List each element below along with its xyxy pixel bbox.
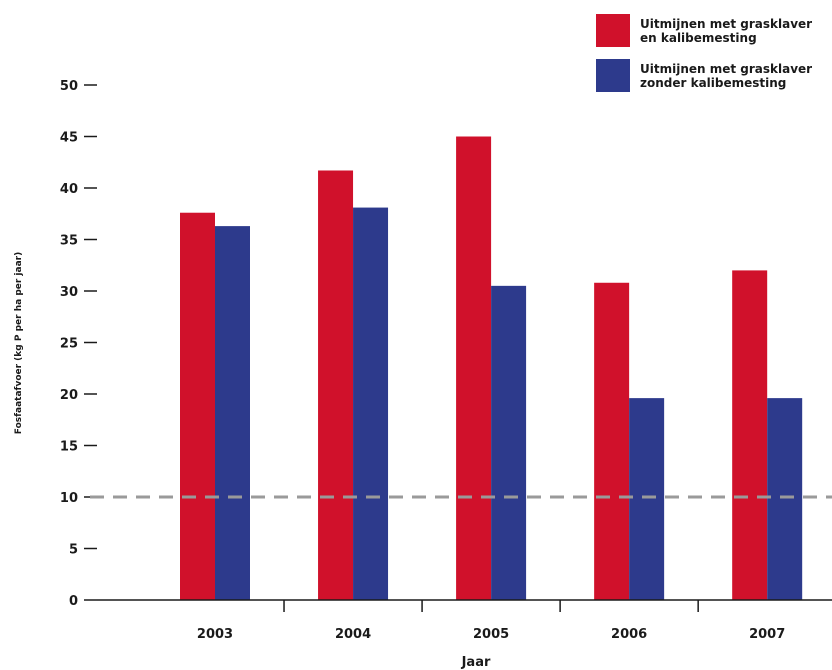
y-axis-title: Fosfaatafvoer (kg P per ha per jaar) [14,252,24,434]
bar-2006-series-1 [594,282,630,600]
y-tick-label: 0 [69,594,78,609]
legend-label: Uitmijnen met grasklaver en kalibemestin… [640,17,813,45]
legend-swatch-blue [596,59,630,92]
bar-2004-series-1 [318,170,354,601]
bar-2007-series-2 [767,398,803,600]
y-tick-label: 5 [69,543,78,558]
bar-2003-series-2 [215,226,250,601]
legend-label: Uitmijnen met grasklaver zonder kalibeme… [640,62,813,90]
y-tick-label: 40 [60,182,78,197]
bar-2005-series-1 [456,136,492,600]
bar-2006-series-2 [629,398,665,600]
legend: Uitmijnen met grasklaver en kalibemestin… [596,14,832,104]
x-tick-label: 2004 [335,627,371,642]
bar-2007-series-1 [732,270,768,600]
x-tick-label: 2006 [611,627,647,642]
y-tick-label: 15 [60,440,78,455]
x-axis-title: Jaar [461,655,491,670]
x-tick-label: 2003 [197,627,233,642]
y-tick-label: 45 [60,131,78,146]
x-tick-label: 2005 [473,627,509,642]
bar-2004-series-2 [353,207,389,600]
y-tick-label: 35 [60,234,78,249]
legend-item-without-potassium: Uitmijnen met grasklaver zonder kalibeme… [596,59,832,92]
y-tick-label: 50 [60,79,78,94]
x-tick-label: 2007 [749,627,785,642]
y-tick-label: 25 [60,337,78,352]
y-tick-label: 10 [60,491,78,506]
y-tick-label: 30 [60,285,78,300]
legend-item-with-potassium: Uitmijnen met grasklaver en kalibemestin… [596,14,832,47]
y-tick-label: 20 [60,388,78,403]
legend-swatch-red [596,14,630,47]
bar-2003-series-1 [180,212,215,600]
bar-2005-series-2 [491,285,527,600]
